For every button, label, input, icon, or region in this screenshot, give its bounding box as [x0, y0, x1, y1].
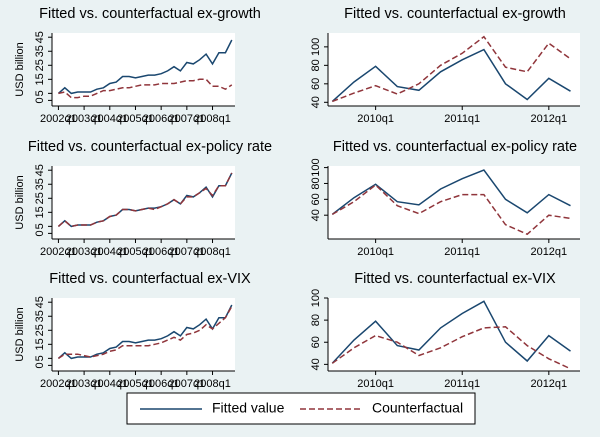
x-tick-label: 2007q1	[168, 378, 205, 390]
x-tick-label: 2010q1	[357, 113, 394, 125]
y-tick-label: 15	[34, 206, 46, 218]
y-tick-label: 45	[34, 31, 46, 43]
y-tick-label: 5	[34, 90, 46, 96]
x-tick-label: 2006q1	[143, 246, 180, 258]
x-tick-label: 2002q1	[40, 378, 77, 390]
series-line	[331, 169, 571, 215]
y-tick-label: 40	[310, 96, 322, 108]
y-tick-label: 35	[34, 178, 46, 190]
series-line	[331, 326, 571, 370]
x-tick-label: 2012q1	[530, 113, 567, 125]
x-tick-label: 2010q1	[357, 246, 394, 258]
y-tick-label: 0	[34, 362, 46, 368]
panel-title: Fitted vs. counterfactual ex-growth	[344, 6, 566, 22]
y-tick-label: 60	[310, 78, 322, 90]
x-tick-label: 2012q1	[530, 246, 567, 258]
y-tick-label: 35	[34, 310, 46, 322]
series-line	[57, 172, 233, 228]
legend-label: Fitted value	[212, 400, 285, 416]
y-tick-label: 35	[34, 45, 46, 57]
x-tick-label: 2010q1	[357, 378, 394, 390]
x-tick-label: 2002q1	[40, 113, 77, 125]
panel-title: Fitted vs. counterfactual ex-growth	[39, 6, 261, 22]
y-tick-label: 25	[34, 324, 46, 336]
y-tick-label: 15	[34, 73, 46, 85]
y-tick-label: 15	[34, 338, 46, 350]
y-tick-label: 80	[310, 59, 322, 71]
x-tick-label: 2006q1	[143, 113, 180, 125]
plot-area	[328, 298, 580, 371]
x-tick-label: 2003q1	[66, 378, 103, 390]
series-line	[57, 39, 233, 95]
y-tick-label: 0	[34, 97, 46, 103]
x-tick-label: 2007q1	[168, 113, 205, 125]
x-tick-label: 2004q1	[91, 378, 128, 390]
x-tick-label: 2008q1	[194, 113, 231, 125]
series-line	[331, 184, 571, 236]
y-tick-label: 25	[34, 192, 46, 204]
y-tick-label: 100	[310, 158, 322, 176]
x-tick-label: 2008q1	[194, 378, 231, 390]
y-tick-label: 60	[310, 193, 322, 205]
x-tick-label: 2011q1	[444, 113, 480, 125]
x-tick-label: 2011q1	[444, 378, 480, 390]
panel-title: Fitted vs. counterfactual ex-VIX	[49, 271, 251, 287]
legend-label: Counterfactual	[372, 400, 463, 416]
y-tick-label: 40	[310, 358, 322, 370]
series-line	[57, 306, 233, 360]
x-tick-label: 2007q1	[168, 246, 205, 258]
plot-area	[328, 166, 580, 239]
plot-area	[328, 33, 580, 106]
x-tick-label: 2008q1	[194, 246, 231, 258]
y-axis-title: USD billion	[14, 42, 26, 96]
panel-title: Fitted vs. counterfactual ex-VIX	[354, 271, 556, 287]
y-tick-label: 40	[310, 209, 322, 221]
x-tick-label: 2002q1	[40, 246, 77, 258]
x-tick-label: 2011q1	[444, 246, 480, 258]
series-line	[331, 48, 571, 102]
series-line	[58, 78, 233, 99]
x-tick-label: 2004q1	[91, 246, 128, 258]
y-tick-label: 45	[34, 164, 46, 176]
panel-title: Fitted vs. counterfactual ex-policy rate	[333, 139, 577, 155]
y-axis-title: USD billion	[14, 175, 26, 229]
y-axis-title: USD billion	[14, 307, 26, 361]
x-tick-label: 2005q1	[117, 246, 154, 258]
x-tick-label: 2004q1	[91, 113, 128, 125]
y-tick-label: 100	[310, 38, 322, 56]
plot-area	[52, 33, 235, 106]
x-tick-label: 2006q1	[143, 378, 180, 390]
series-line	[332, 35, 571, 103]
plot-area	[52, 166, 235, 239]
y-tick-label: 0	[34, 230, 46, 236]
y-tick-label: 80	[310, 177, 322, 189]
x-tick-label: 2012q1	[530, 378, 567, 390]
y-tick-label: 80	[310, 314, 322, 326]
x-tick-label: 2003q1	[66, 246, 103, 258]
y-tick-label: 60	[310, 336, 322, 348]
y-tick-label: 25	[34, 59, 46, 71]
y-tick-label: 5	[34, 355, 46, 361]
x-tick-label: 2005q1	[117, 378, 154, 390]
y-tick-label: 100	[310, 289, 322, 307]
x-tick-label: 2003q1	[66, 113, 103, 125]
panel-title: Fitted vs. counterfactual ex-policy rate	[28, 139, 272, 155]
plot-area	[52, 298, 235, 371]
y-tick-label: 5	[34, 223, 46, 229]
x-tick-label: 2005q1	[117, 113, 154, 125]
y-tick-label: 45	[34, 296, 46, 308]
series-line	[331, 300, 571, 364]
